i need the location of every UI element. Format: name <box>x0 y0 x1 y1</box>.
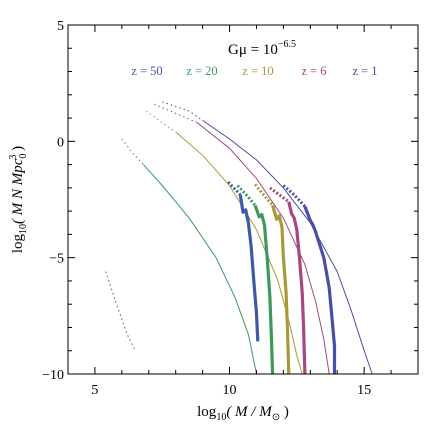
y-axis-label-mid: ( M N Mpc <box>10 158 26 224</box>
series-thick-line-z-6 <box>287 201 307 375</box>
y-tick-label: 5 <box>57 19 64 34</box>
series-thin-dotted-z-20 <box>121 138 144 165</box>
legend-entry: z = 50 <box>131 64 162 78</box>
x-axis-label-post: ) <box>280 404 289 420</box>
x-tick-label: 5 <box>91 383 98 398</box>
series-thick-line-z-50 <box>238 194 260 342</box>
y-tick-label: −5 <box>49 252 64 267</box>
chart-title-exponent: −6.5 <box>278 39 296 50</box>
y-tick-label: −10 <box>42 368 64 383</box>
series-thin-line-z-6 <box>196 122 330 375</box>
series-thick-dotted-z-10 <box>253 183 274 207</box>
series-thick-dotted-z-6 <box>269 186 290 204</box>
series-thick-line-z-20 <box>253 204 275 375</box>
series-thin-dotted-z-6 <box>154 103 198 124</box>
y-axis-label: log10( M N Mpc03 ) <box>8 146 29 253</box>
legend-entry: z = 20 <box>186 64 217 78</box>
x-axis-label-sub2: ⊙ <box>272 412 280 423</box>
series-thin-dotted-z-50 <box>105 271 136 351</box>
plot-frame <box>67 24 419 375</box>
series-thick-dotted-z-1 <box>282 184 307 208</box>
x-axis-label: log10( M / M⊙ ) <box>197 404 289 423</box>
chart-title: Gμ = 10−6.5 <box>228 39 296 58</box>
x-axis-label-pre: log <box>197 404 217 420</box>
series-thin-dotted-z-10 <box>145 110 176 133</box>
series-thin-dotted-z-1 <box>162 101 203 121</box>
x-axis-label-sub: 10 <box>216 412 226 423</box>
legend: z = 50 z = 20 z = 10 z = 6 z = 1 <box>131 64 377 78</box>
x-axis-label-mid: ( M / M <box>226 404 273 420</box>
y-axis-label-pre: log <box>10 233 26 253</box>
series-thick-dotted-z-20 <box>236 184 257 207</box>
series-thin-line-z-20 <box>143 164 257 375</box>
series-thick-line-z-1 <box>303 205 337 374</box>
series-thick-line-z-10 <box>271 204 291 375</box>
y-tick-label: 0 <box>57 135 64 150</box>
y-axis-label-sub: 10 <box>18 224 29 234</box>
y-axis-label-sup: 3 <box>8 155 19 160</box>
legend-entry: z = 10 <box>242 64 273 78</box>
curves-layer <box>105 101 373 375</box>
ticks-layer: 5 10 15 5 0 −5 −10 <box>42 19 419 398</box>
x-tick-label: 15 <box>357 383 371 398</box>
legend-entry: z = 6 <box>301 64 326 78</box>
y-axis-label-post: ) <box>10 146 26 155</box>
chart-title-main: Gμ = 10 <box>228 42 278 58</box>
x-tick-label: 10 <box>223 383 237 398</box>
legend-entry: z = 1 <box>352 64 377 78</box>
series-thick-dotted-z-50 <box>227 180 242 196</box>
y-axis-label-sub2: 0 <box>18 154 29 159</box>
